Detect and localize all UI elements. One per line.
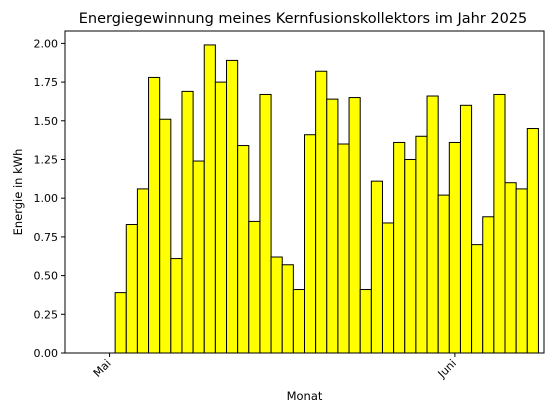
bar <box>259 93 272 354</box>
plot-frame <box>64 30 545 354</box>
bar <box>437 194 450 354</box>
bar <box>359 289 372 354</box>
bar <box>370 180 383 354</box>
bar <box>203 44 216 354</box>
bar <box>125 224 138 354</box>
bars-group <box>114 44 539 354</box>
bar <box>304 134 317 354</box>
y-tick-label: 2.00 <box>34 37 59 50</box>
bar <box>281 264 294 354</box>
y-tick-label: 0.00 <box>34 347 59 360</box>
bar <box>226 59 239 354</box>
bar <box>515 188 528 354</box>
bar <box>248 220 261 354</box>
y-tick-label: 1.75 <box>34 76 59 89</box>
x-axis-label: Monat <box>287 389 323 403</box>
x-tick-label: Mai <box>91 357 114 380</box>
bar <box>315 70 328 354</box>
bar <box>448 141 461 354</box>
bar <box>393 141 406 354</box>
bar <box>493 93 506 354</box>
x-tick-label: Juni <box>435 357 459 381</box>
bar <box>426 95 439 354</box>
bar <box>192 160 205 354</box>
bar <box>381 222 395 354</box>
y-tick-label: 0.25 <box>34 308 59 321</box>
bar <box>237 145 250 354</box>
bar <box>471 244 484 354</box>
bar <box>326 98 339 354</box>
bar <box>404 158 417 354</box>
bar <box>292 289 305 354</box>
y-tick-label: 1.00 <box>34 192 59 205</box>
y-tick-label: 1.50 <box>34 115 59 128</box>
x-axis: Mai Juni <box>91 353 459 381</box>
bar <box>415 135 428 354</box>
chart-title: Energiegewinnung meines Kernfusionskolle… <box>79 11 528 27</box>
bar <box>148 76 161 354</box>
y-tick-label: 0.50 <box>34 270 59 283</box>
y-axis-label: Energie in kWh <box>11 149 25 236</box>
y-tick-label: 0.75 <box>34 231 59 244</box>
bar <box>459 104 473 354</box>
bar <box>114 292 127 354</box>
bar <box>170 258 183 354</box>
bar <box>526 128 539 354</box>
bar <box>181 90 194 354</box>
y-tick-label: 1.25 <box>34 153 59 166</box>
bar <box>136 188 150 354</box>
bar <box>337 143 350 354</box>
bar <box>214 81 228 354</box>
y-axis: 0.00 0.25 0.50 0.75 1.00 1.25 1.50 1.75 2.00 <box>34 37 65 360</box>
bar <box>270 256 283 354</box>
bar <box>504 182 517 354</box>
bar <box>159 118 172 354</box>
bar <box>482 216 495 354</box>
bar <box>348 97 361 354</box>
